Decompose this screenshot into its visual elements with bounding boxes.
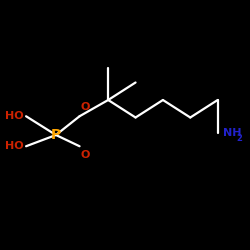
Text: O: O	[81, 102, 90, 113]
Text: HO: HO	[5, 141, 24, 151]
Text: 2: 2	[236, 134, 242, 143]
Text: NH: NH	[223, 128, 241, 138]
Text: HO: HO	[5, 111, 24, 121]
Text: O: O	[81, 150, 90, 160]
Text: P: P	[51, 128, 61, 142]
